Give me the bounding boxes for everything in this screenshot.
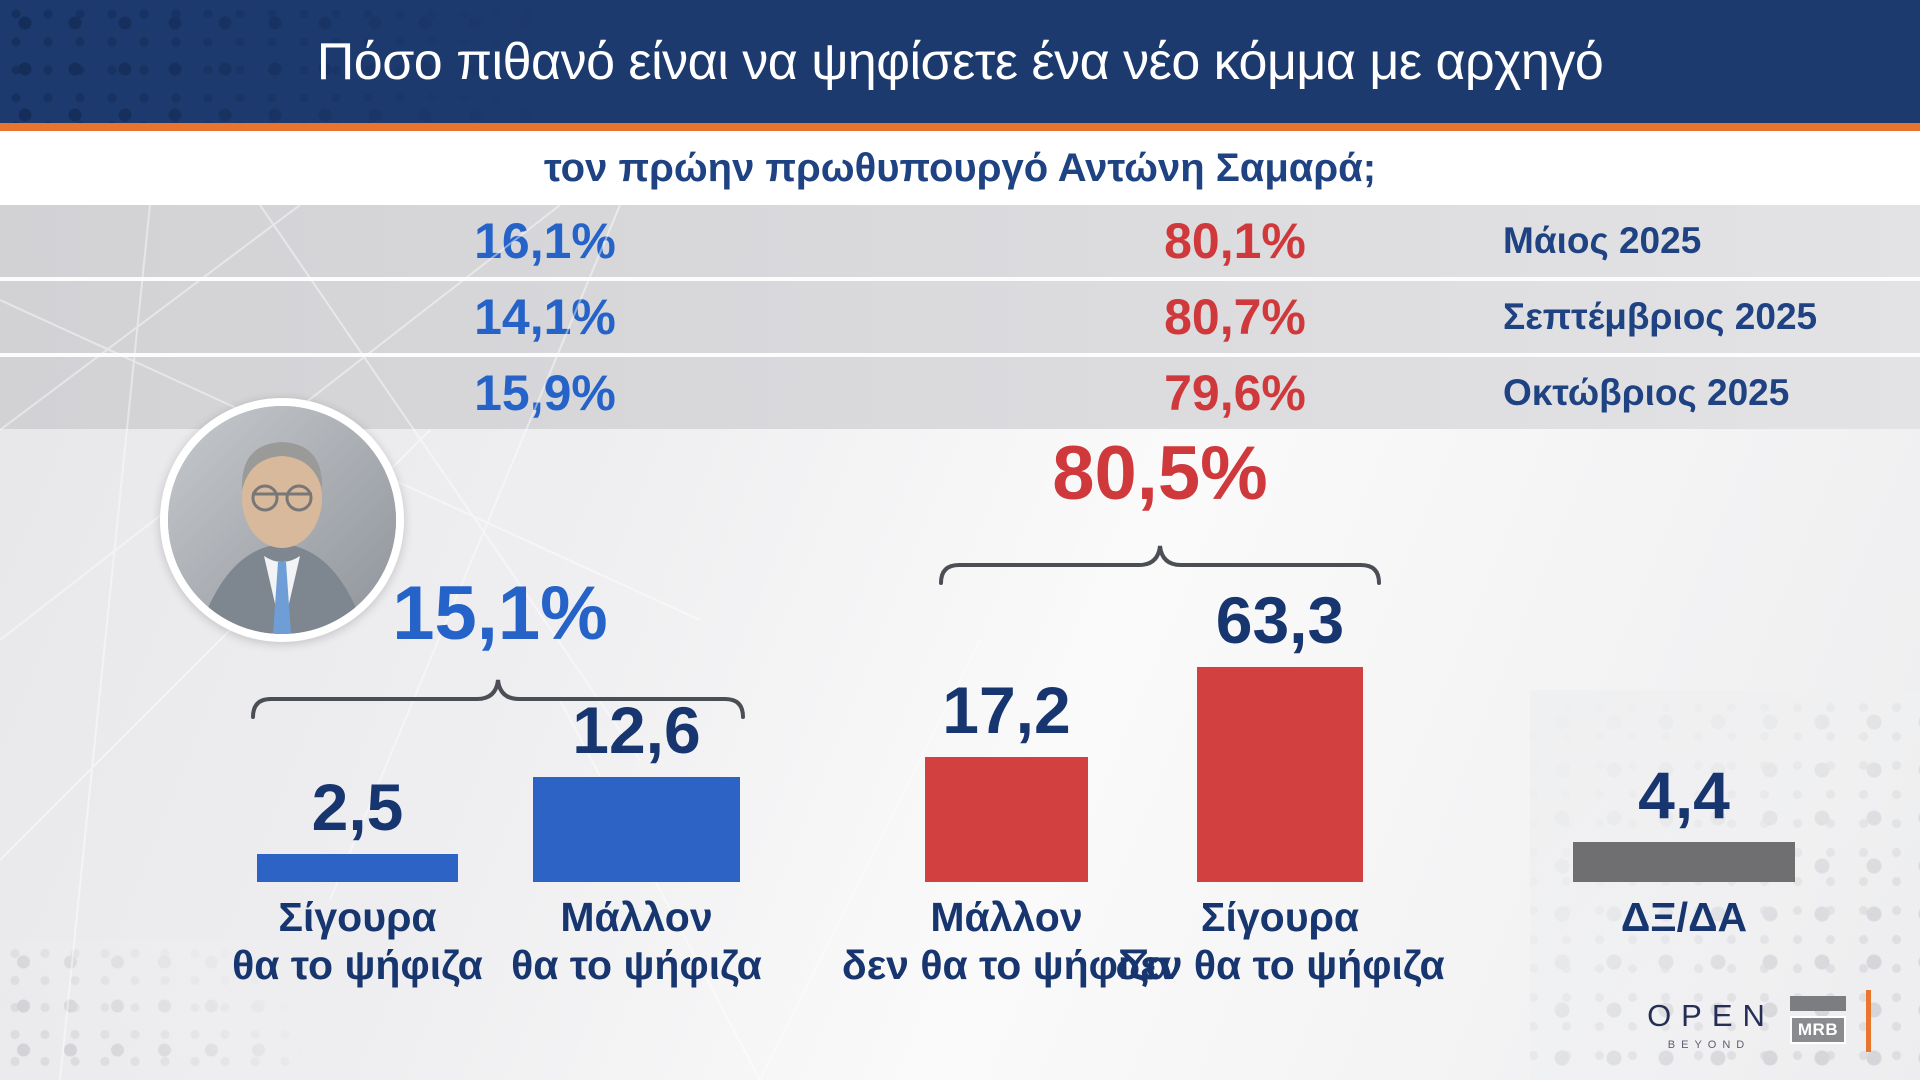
trend-period-label: Σεπτέμβριος 2025 [1503, 296, 1818, 337]
bar-0 [257, 854, 458, 882]
trend-negative-value: 79,6% [1164, 365, 1306, 421]
brace-negative-group [939, 545, 1381, 585]
bar-value-label: 63,3 [1215, 583, 1345, 657]
trend-period-label: Μάιος 2025 [1503, 220, 1702, 261]
accent-rule [0, 123, 1920, 131]
page-title: Πόσο πιθανό είναι να ψηφίσετε ένα νέο κό… [316, 32, 1604, 91]
bar-category-label: ΔΞ/ΔΑ [1620, 894, 1748, 940]
page-subtitle: τον πρώην πρωθυπουργό Αντώνη Σαμαρά; [543, 145, 1377, 190]
portrait-placeholder-illustration [168, 406, 396, 634]
trend-positive-value: 16,1% [474, 213, 616, 269]
bar-value-label: 4,4 [1638, 758, 1730, 832]
trend-positive-value: 14,1% [474, 289, 616, 345]
trend-negative-value: 80,1% [1164, 213, 1306, 269]
subtitle-band: τον πρώην πρωθυπουργό Αντώνη Σαμαρά; [0, 131, 1920, 205]
trend-period-label: Οκτώβριος 2025 [1503, 372, 1790, 413]
mrb-logo-bar [1790, 996, 1846, 1011]
mrb-logo: MRB [1790, 996, 1846, 1044]
trend-row: 16,1% 80,1% Μάιος 2025 [0, 205, 1920, 281]
bar-category-label: Μάλλον θα το ψήφιζα [511, 894, 762, 989]
trend-positive-value: 15,9% [474, 365, 616, 421]
header-band: Πόσο πιθανό είναι να ψηφίσετε ένα νέο κό… [0, 0, 1920, 123]
orange-divider-tick [1866, 990, 1871, 1052]
bar-value-label: 12,6 [572, 693, 701, 767]
bar-value-label: 2,5 [311, 770, 404, 844]
bar-4 [1573, 842, 1795, 882]
trend-row: 14,1% 80,7% Σεπτέμβριος 2025 [0, 281, 1920, 357]
portrait-antonis-samaras [160, 398, 404, 642]
open-logo-wordmark: OPEN [1647, 998, 1775, 1033]
bar-1 [533, 777, 740, 882]
group-total-positive: 15,1% [392, 571, 608, 656]
bar-2 [925, 757, 1088, 882]
mrb-logo-wordmark: MRB [1790, 1016, 1846, 1044]
bar-3 [1197, 667, 1363, 882]
trend-negative-value: 80,7% [1164, 289, 1306, 345]
open-logo-tagline: BEYOND [1667, 1039, 1751, 1051]
header-dot-pattern-fade [0, 0, 1920, 123]
brace-positive-group [251, 679, 745, 719]
bar-value-label: 17,2 [942, 673, 1071, 747]
bar-category-label: Σίγουρα δεν θα το ψήφιζα [1115, 894, 1445, 989]
open-tv-logo: OPEN BEYOND [1646, 998, 1766, 1051]
group-total-negative: 80,5% [1052, 431, 1268, 516]
bar-category-label: Μάλλον δεν θα το ψήφιζα [841, 894, 1172, 989]
